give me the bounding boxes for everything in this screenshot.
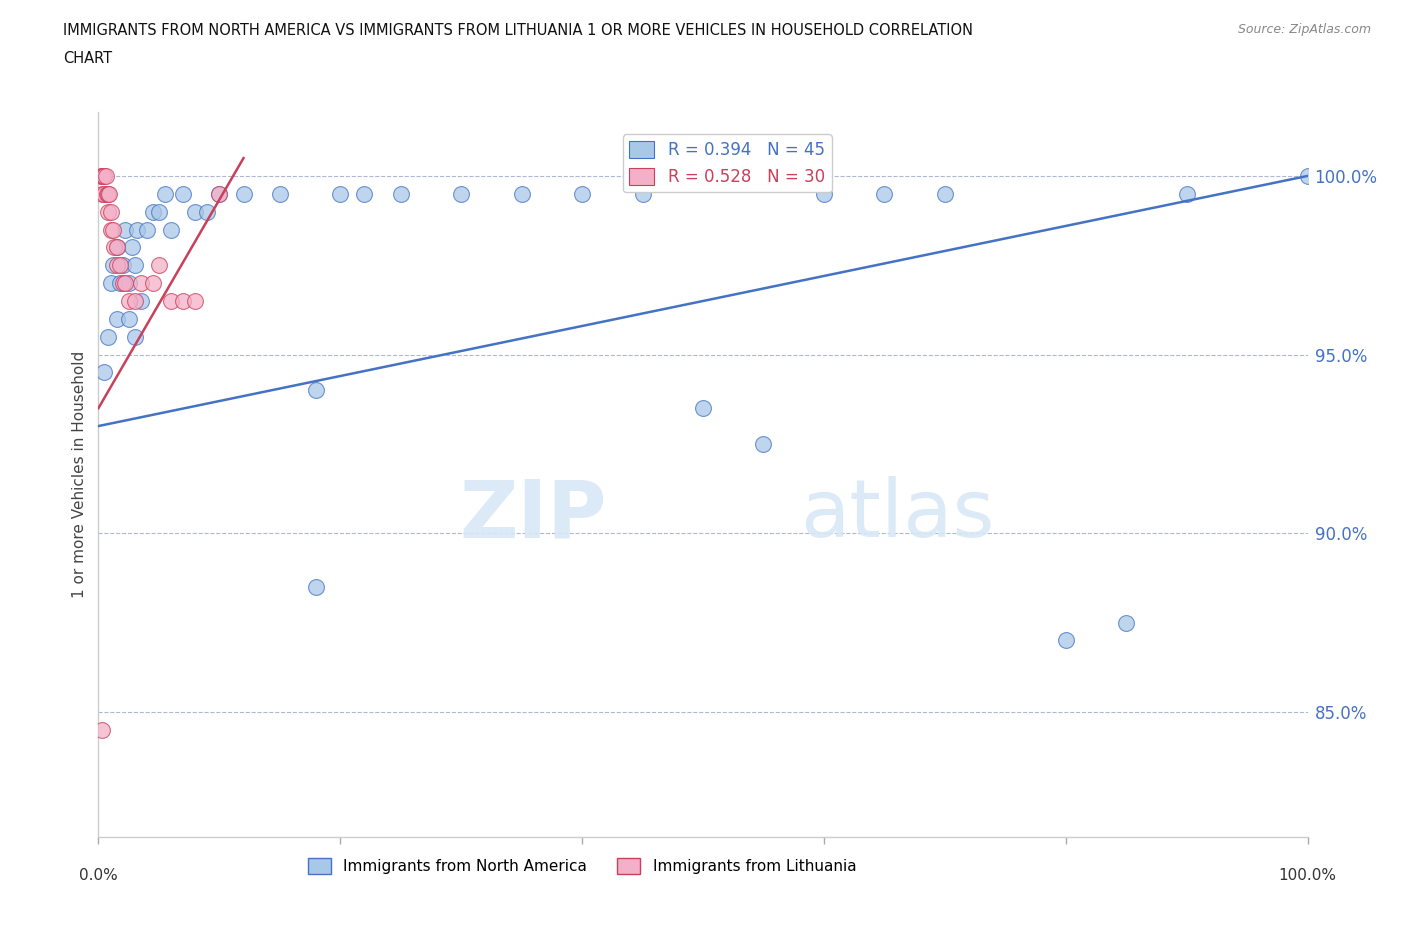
Point — [101, 222, 124, 237]
Point — [692, 401, 714, 416]
Point — [124, 294, 146, 309]
Point — [1175, 186, 1198, 201]
Point — [93, 365, 115, 379]
Point — [305, 579, 328, 594]
Point — [631, 186, 654, 201]
Point — [98, 186, 121, 201]
Point — [100, 222, 122, 237]
Point — [1115, 615, 1137, 630]
Point — [90, 168, 112, 183]
Point — [450, 186, 472, 201]
Text: 0.0%: 0.0% — [79, 868, 118, 883]
Point — [108, 258, 131, 272]
Point — [127, 222, 149, 237]
Text: atlas: atlas — [800, 476, 994, 554]
Point — [160, 222, 183, 237]
Point — [1296, 168, 1319, 183]
Point — [129, 294, 152, 309]
Point — [148, 258, 170, 272]
Point — [97, 329, 120, 344]
Point — [124, 258, 146, 272]
Point — [184, 205, 207, 219]
Point — [108, 275, 131, 290]
Point — [118, 275, 141, 290]
Point — [142, 205, 165, 219]
Point — [148, 205, 170, 219]
Point — [91, 168, 114, 183]
Point — [121, 240, 143, 255]
Text: IMMIGRANTS FROM NORTH AMERICA VS IMMIGRANTS FROM LITHUANIA 1 OR MORE VEHICLES IN: IMMIGRANTS FROM NORTH AMERICA VS IMMIGRA… — [63, 23, 973, 38]
Point — [269, 186, 291, 201]
Y-axis label: 1 or more Vehicles in Household: 1 or more Vehicles in Household — [72, 351, 87, 598]
Point — [96, 186, 118, 201]
Point — [91, 186, 114, 201]
Point — [160, 294, 183, 309]
Point — [172, 186, 194, 201]
Point — [208, 186, 231, 201]
Point — [111, 275, 134, 290]
Point — [111, 258, 134, 272]
Point — [114, 222, 136, 237]
Point — [195, 205, 218, 219]
Point — [184, 294, 207, 309]
Point — [105, 258, 128, 272]
Point — [105, 240, 128, 255]
Point — [232, 186, 254, 201]
Point — [813, 186, 835, 201]
Point — [118, 312, 141, 326]
Point — [873, 186, 896, 201]
Point — [114, 275, 136, 290]
Point — [353, 186, 375, 201]
Point — [91, 168, 114, 183]
Point — [571, 186, 593, 201]
Point — [97, 205, 120, 219]
Text: 100.0%: 100.0% — [1278, 868, 1337, 883]
Point — [208, 186, 231, 201]
Point — [934, 186, 956, 201]
Point — [93, 186, 115, 201]
Point — [103, 240, 125, 255]
Point — [752, 436, 775, 451]
Point — [329, 186, 352, 201]
Text: CHART: CHART — [63, 51, 112, 66]
Point — [97, 186, 120, 201]
Legend: Immigrants from North America, Immigrants from Lithuania: Immigrants from North America, Immigrant… — [302, 852, 862, 880]
Point — [105, 312, 128, 326]
Point — [93, 168, 115, 183]
Point — [135, 222, 157, 237]
Point — [510, 186, 533, 201]
Point — [142, 275, 165, 290]
Point — [118, 294, 141, 309]
Point — [124, 329, 146, 344]
Point — [101, 258, 124, 272]
Point — [172, 294, 194, 309]
Point — [91, 723, 114, 737]
Text: ZIP: ZIP — [458, 476, 606, 554]
Point — [129, 275, 152, 290]
Point — [105, 240, 128, 255]
Point — [100, 275, 122, 290]
Point — [153, 186, 176, 201]
Point — [305, 383, 328, 398]
Point — [1054, 633, 1077, 648]
Point — [94, 168, 117, 183]
Text: Source: ZipAtlas.com: Source: ZipAtlas.com — [1237, 23, 1371, 36]
Point — [100, 205, 122, 219]
Point — [389, 186, 412, 201]
